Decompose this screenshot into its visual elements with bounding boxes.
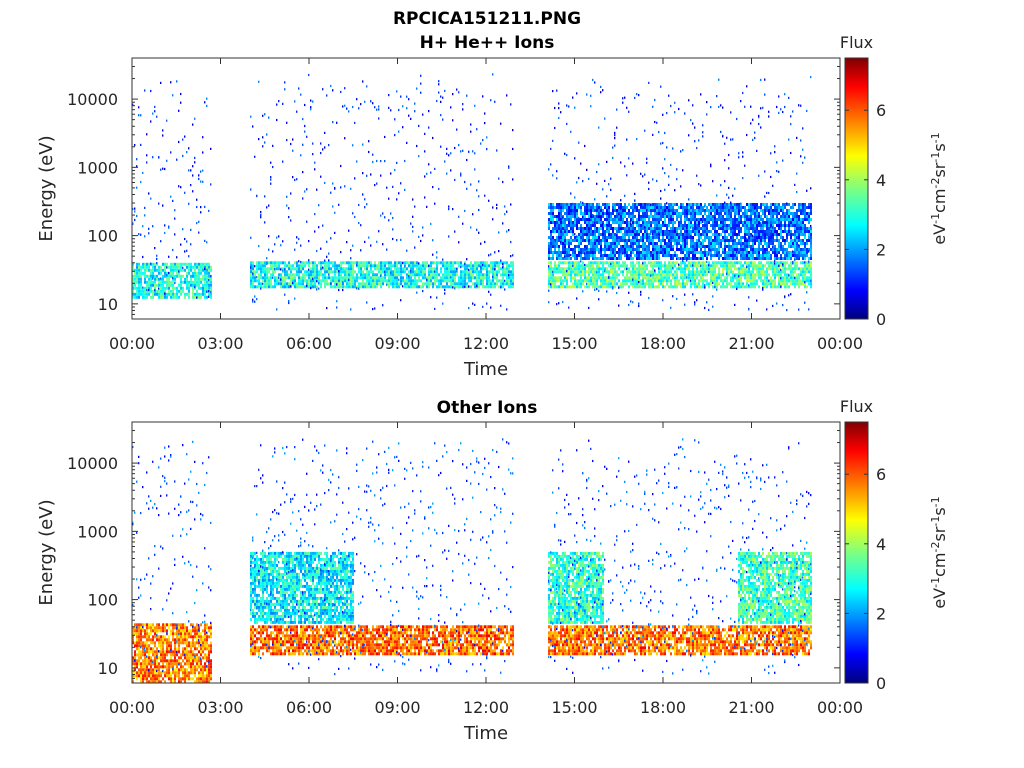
x-tick-label: 00:00 bbox=[109, 698, 155, 717]
colorbar-tick-label: 6 bbox=[876, 465, 886, 484]
x-tick-label: 18:00 bbox=[640, 698, 686, 717]
y-tick-label: 1000 bbox=[77, 158, 118, 177]
y-tick-label: 10 bbox=[98, 659, 118, 678]
x-tick-label: 09:00 bbox=[374, 334, 420, 353]
x-tick-label: 18:00 bbox=[640, 334, 686, 353]
x-tick-label: 00:00 bbox=[817, 334, 863, 353]
figure-title: RPCICA151211.PNG bbox=[393, 9, 581, 29]
x-tick-label: 03:00 bbox=[197, 334, 243, 353]
x-tick-label: 21:00 bbox=[728, 698, 774, 717]
colorbar-tick-label: 4 bbox=[876, 535, 886, 554]
spectrogram-image bbox=[132, 438, 812, 684]
colorbar-title: Flux bbox=[840, 33, 873, 52]
x-tick-label: 12:00 bbox=[463, 334, 509, 353]
panel1-title: H+ He++ Ions bbox=[420, 33, 555, 53]
y-axis-label: Energy (eV) bbox=[36, 135, 57, 241]
y-tick-label: 1000 bbox=[77, 522, 118, 541]
y-tick-label: 100 bbox=[87, 591, 118, 610]
panel2-title: Other Ions bbox=[437, 398, 538, 418]
colorbar-title: Flux bbox=[840, 397, 873, 416]
x-tick-label: 15:00 bbox=[551, 334, 597, 353]
y-tick-label: 10000 bbox=[67, 90, 118, 109]
y-axis-label: Energy (eV) bbox=[36, 499, 57, 605]
colorbar-tick-label: 6 bbox=[876, 101, 886, 120]
y-tick-label: 10000 bbox=[67, 454, 118, 473]
x-tick-label: 00:00 bbox=[817, 698, 863, 717]
spectrogram-panel-hplus: 00:00 03:00 06:00 09:00 12:00 15:00 18:00 21:00… bbox=[36, 33, 949, 380]
x-axis-label: Time bbox=[463, 359, 508, 380]
x-tick-label: 09:00 bbox=[374, 698, 420, 717]
colorbar-tick-label: 2 bbox=[876, 240, 886, 259]
x-tick-label: 12:00 bbox=[463, 698, 509, 717]
spectrogram-image bbox=[132, 73, 812, 312]
colorbar bbox=[844, 57, 869, 320]
x-tick-label: 00:00 bbox=[109, 334, 155, 353]
x-tick-label: 21:00 bbox=[728, 334, 774, 353]
y-tick-label: 10 bbox=[98, 295, 118, 314]
x-tick-label: 06:00 bbox=[286, 698, 332, 717]
spectrogram-panel-other-ions: 00:00 03:00 06:00 09:00 12:00 15:00 18:00 21:00… bbox=[36, 397, 949, 744]
colorbar-units-label: eV-1cm-2sr-1s-1 bbox=[929, 496, 950, 608]
colorbar-units-label: eV-1cm-2sr-1s-1 bbox=[929, 132, 950, 244]
x-tick-label: 15:00 bbox=[551, 698, 597, 717]
colorbar-tick-label: 4 bbox=[876, 171, 886, 190]
colorbar-tick-label: 0 bbox=[876, 674, 886, 693]
colorbar bbox=[844, 421, 869, 684]
colorbar-tick-label: 0 bbox=[876, 310, 886, 329]
x-axis-label: Time bbox=[463, 723, 508, 744]
x-tick-label: 06:00 bbox=[286, 334, 332, 353]
y-tick-label: 100 bbox=[87, 227, 118, 246]
colorbar-tick-label: 2 bbox=[876, 604, 886, 623]
x-tick-label: 03:00 bbox=[197, 698, 243, 717]
